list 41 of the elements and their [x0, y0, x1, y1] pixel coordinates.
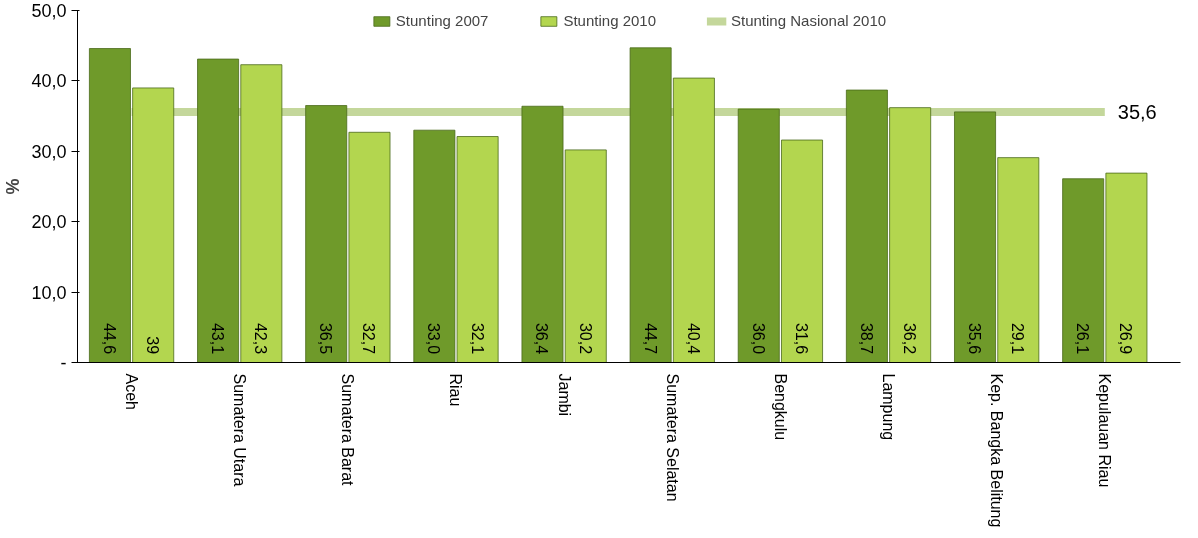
data-label: 36,5 — [317, 322, 335, 355]
legend-label: Stunting 2010 — [563, 12, 657, 29]
data-label: 35,6 — [1117, 100, 1157, 123]
data-label: 38,7 — [857, 322, 875, 355]
data-label: 39 — [144, 336, 162, 355]
y-axis-title: % — [3, 178, 24, 195]
x-tick-label: Aceh — [123, 373, 141, 410]
y-tick-label: 10,0 — [31, 282, 67, 303]
data-label: 44,7 — [641, 322, 659, 355]
x-tick-label: Jambi — [555, 373, 573, 417]
data-label: 40,4 — [684, 322, 702, 355]
data-label: 36,4 — [533, 322, 551, 355]
legend-label: Stunting Nasional 2010 — [731, 12, 887, 29]
data-label: 31,6 — [793, 322, 811, 355]
x-tick-label: Kepulauan Riau — [1096, 373, 1114, 488]
data-label: 29,1 — [1009, 322, 1027, 355]
data-label: 36,0 — [749, 322, 767, 355]
data-label: 42,3 — [252, 322, 270, 355]
data-label: 43,1 — [209, 322, 227, 355]
y-tick-label: 30,0 — [31, 141, 67, 162]
x-tick-label: Kep. Bangka Belitung — [988, 373, 1006, 528]
data-label: 36,2 — [901, 322, 919, 355]
x-tick-label: Bengkulu — [771, 373, 789, 441]
y-tick-label: 50,0 — [31, 1, 67, 21]
data-label: 26,1 — [1074, 322, 1092, 355]
x-tick-label: Sumatera Utara — [231, 373, 249, 487]
data-label: 32,7 — [360, 322, 378, 355]
x-tick-label: Lampung — [880, 373, 898, 441]
data-label: 33,0 — [425, 322, 443, 355]
data-label: 44,6 — [100, 322, 118, 355]
legend-label: Stunting 2007 — [395, 12, 489, 29]
data-label: 26,9 — [1117, 322, 1135, 355]
data-label: 32,1 — [468, 322, 486, 355]
x-tick-label: Sumatera Barat — [339, 373, 357, 487]
data-label: 30,2 — [576, 322, 594, 355]
y-tick-label: - — [60, 353, 67, 373]
data-label: 35,6 — [966, 322, 984, 355]
x-tick-label: Riau — [447, 373, 465, 407]
y-tick-label: 20,0 — [31, 212, 67, 233]
x-tick-label: Sumatera Selatan — [663, 373, 681, 502]
y-tick-label: 40,0 — [31, 71, 67, 92]
